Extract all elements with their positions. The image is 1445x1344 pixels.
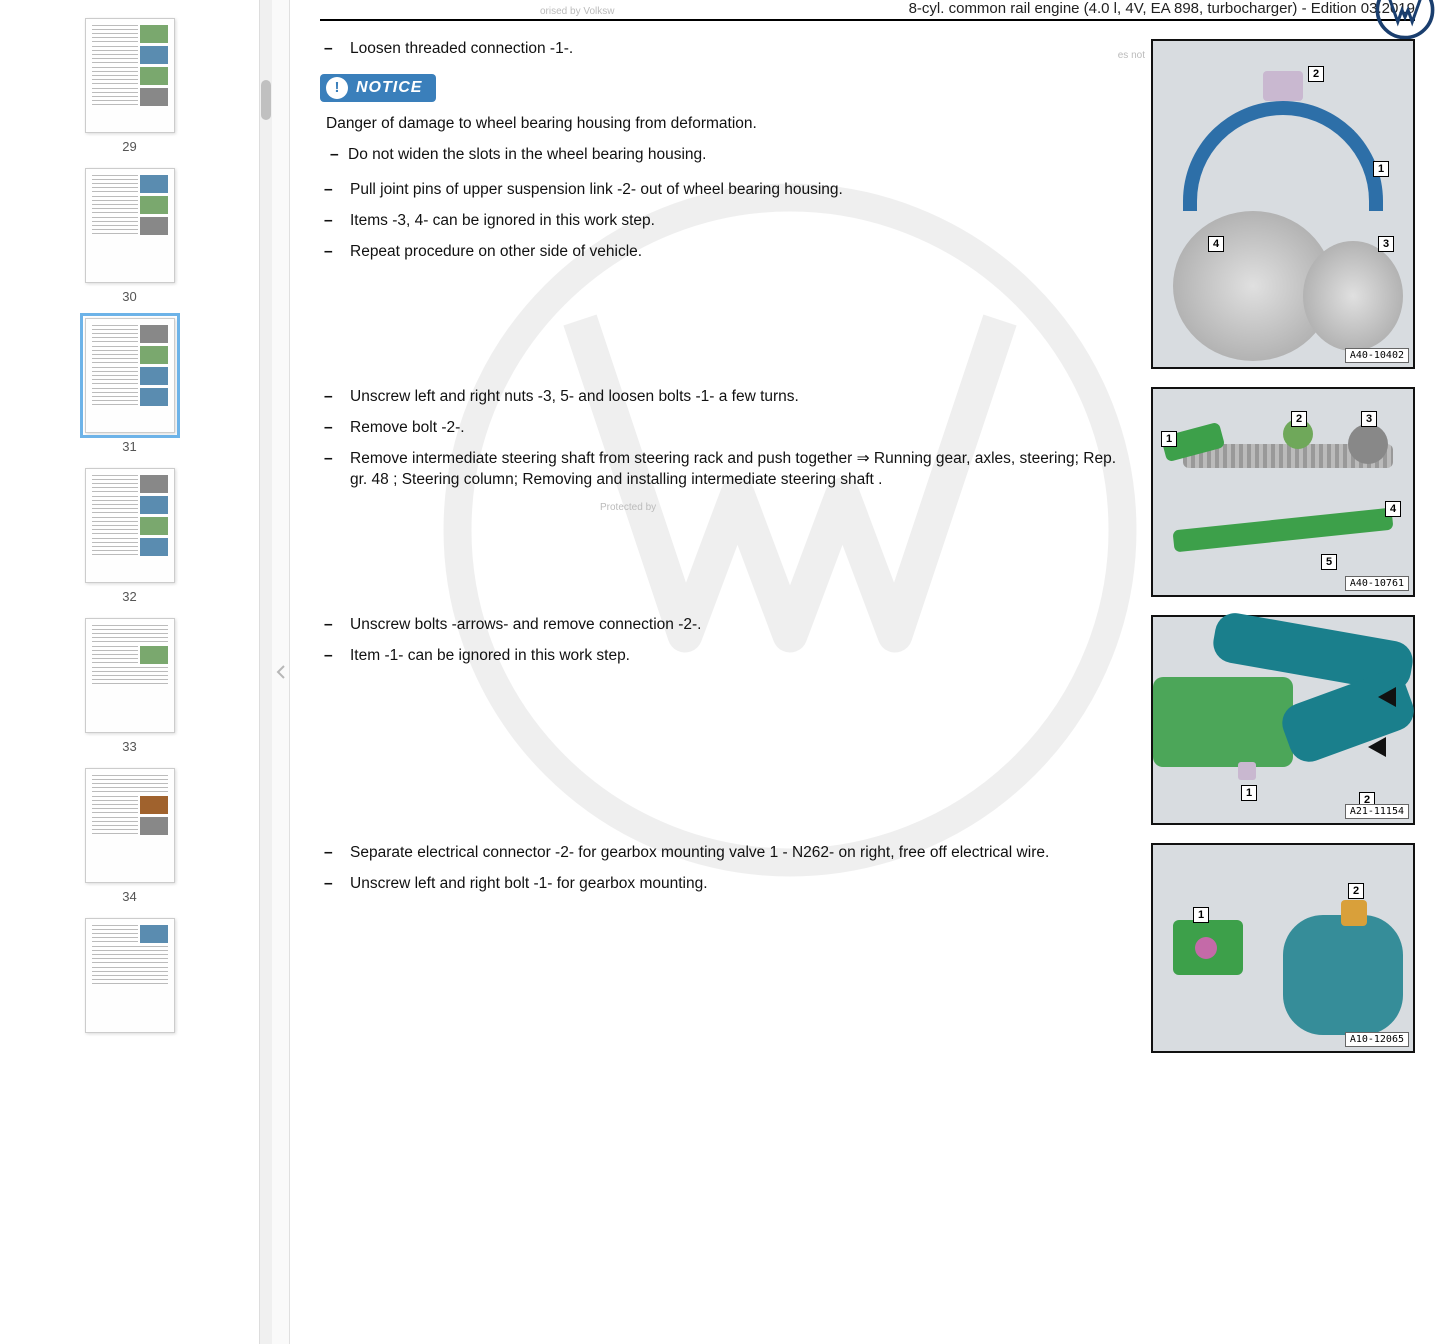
thumb-label: 30 [122, 289, 136, 304]
thumb-label: 34 [122, 889, 136, 904]
sidebar-collapse-handle[interactable] [272, 0, 290, 1344]
thumb-label: 33 [122, 739, 136, 754]
notice-badge: ! NOTICE [320, 74, 436, 102]
figure-id: A40-10402 [1345, 348, 1409, 363]
notice-text: Danger of damage to wheel bearing housin… [326, 114, 1131, 135]
section-2: Unscrew left and right nuts -3, 5- and l… [320, 387, 1415, 597]
thumb-label: 31 [122, 439, 136, 454]
step-text: Item -1- can be ignored in this work ste… [324, 646, 1131, 667]
thumb-label: 32 [122, 589, 136, 604]
section-4: Separate electrical connector -2- for ge… [320, 843, 1415, 1053]
figure-4: 1 2 A10-12065 [1151, 843, 1415, 1053]
figure-2: 1 2 3 4 5 A40-10761 [1151, 387, 1415, 597]
sidebar-scrollbar[interactable] [260, 0, 272, 1344]
scrollbar-thumb[interactable] [261, 80, 271, 120]
page-thumb-30[interactable]: 30 [85, 168, 175, 304]
notice-label: NOTICE [356, 77, 422, 99]
document-page: orised by Volksw es not 8-cyl. common ra… [290, 0, 1445, 1344]
step-text: Unscrew left and right nuts -3, 5- and l… [324, 387, 1131, 408]
figure-id: A21-11154 [1345, 804, 1409, 819]
page-header: 8-cyl. common rail engine (4.0 l, 4V, EA… [320, 0, 1415, 21]
step-text: Remove intermediate steering shaft from … [324, 449, 1131, 491]
alert-icon: ! [326, 77, 348, 99]
step-text: Unscrew bolts -arrows- and remove connec… [324, 615, 1131, 636]
step-text: Unscrew left and right bolt -1- for gear… [324, 874, 1131, 895]
page-thumb-35[interactable] [85, 918, 175, 1033]
figure-1: 2 1 3 4 A40-10402 [1151, 39, 1415, 369]
step-text: Loosen threaded connection -1-. [324, 39, 1131, 60]
thumbnail-sidebar[interactable]: 29 30 31 32 33 [0, 0, 260, 1344]
page-thumb-32[interactable]: 32 [85, 468, 175, 604]
step-text: Separate electrical connector -2- for ge… [324, 843, 1131, 864]
page-thumb-33[interactable]: 33 [85, 618, 175, 754]
page-thumb-29[interactable]: 29 [85, 18, 175, 154]
step-text: Repeat procedure on other side of vehicl… [324, 242, 1131, 263]
section-3: Unscrew bolts -arrows- and remove connec… [320, 615, 1415, 825]
watermark-text: orised by Volksw [540, 6, 614, 17]
figure-id: A40-10761 [1345, 576, 1409, 591]
chevron-left-icon [276, 665, 286, 679]
vw-logo-icon [1375, 0, 1435, 40]
section-1: Loosen threaded connection -1-. ! NOTICE… [320, 39, 1415, 369]
page-thumb-34[interactable]: 34 [85, 768, 175, 904]
step-text: Pull joint pins of upper suspension link… [324, 180, 1131, 201]
step-text: Remove bolt -2-. [324, 418, 1131, 439]
thumb-label: 29 [122, 139, 136, 154]
page-thumb-31[interactable]: 31 [85, 318, 175, 454]
notice-sub: Do not widen the slots in the wheel bear… [320, 145, 1131, 166]
figure-id: A10-12065 [1345, 1032, 1409, 1047]
step-text: Items -3, 4- can be ignored in this work… [324, 211, 1131, 232]
figure-3: 1 2 A21-11154 [1151, 615, 1415, 825]
